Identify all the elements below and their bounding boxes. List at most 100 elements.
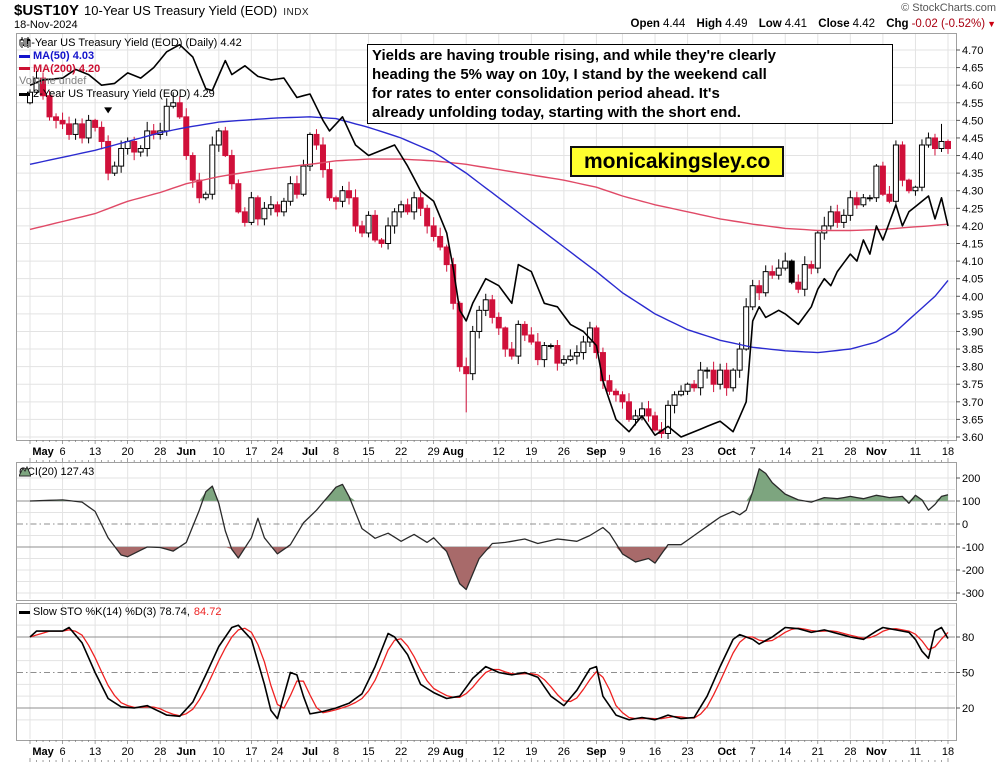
svg-text:15: 15 [362, 746, 374, 758]
svg-text:4.35: 4.35 [962, 168, 983, 180]
chg-label: Chg [886, 18, 909, 30]
svg-text:22: 22 [395, 746, 407, 758]
svg-text:12: 12 [493, 746, 505, 758]
svg-text:24: 24 [271, 446, 283, 458]
svg-text:20: 20 [122, 746, 134, 758]
svg-text:26: 26 [558, 446, 570, 458]
svg-text:9: 9 [619, 446, 625, 458]
line-icon-black [19, 93, 30, 97]
svg-text:-300: -300 [962, 588, 984, 600]
svg-text:Oct: Oct [717, 446, 736, 458]
open-label: Open [630, 18, 660, 30]
svg-text:28: 28 [154, 446, 166, 458]
legend-row-cci: CCI(20) 127.43 [19, 466, 94, 479]
legend-price-text: 10-Year US Treasury Yield (EOD) (Daily) … [19, 37, 242, 49]
volume-icon [20, 38, 31, 47]
svg-text:8: 8 [333, 746, 339, 758]
svg-text:11: 11 [910, 746, 921, 758]
line-icon-black [19, 610, 30, 614]
svg-text:4.20: 4.20 [962, 221, 983, 233]
svg-text:16: 16 [649, 746, 661, 758]
line-icon-red [19, 67, 30, 71]
svg-text:Jul: Jul [302, 746, 318, 758]
svg-text:13: 13 [89, 746, 101, 758]
svg-text:14: 14 [779, 746, 791, 758]
svg-text:4.50: 4.50 [962, 115, 983, 127]
svg-text:12: 12 [493, 446, 505, 458]
svg-text:May: May [32, 446, 54, 458]
svg-text:22: 22 [395, 446, 407, 458]
svg-text:Sep: Sep [586, 746, 606, 758]
svg-text:Oct: Oct [717, 746, 736, 758]
svg-text:May: May [32, 746, 54, 758]
chg-down-triangle-icon: ▼ [987, 19, 996, 29]
svg-text:10: 10 [213, 446, 225, 458]
svg-text:28: 28 [844, 446, 856, 458]
area-icon [19, 466, 31, 477]
svg-text:4.45: 4.45 [962, 133, 983, 145]
svg-text:3.80: 3.80 [962, 362, 983, 374]
svg-text:3.90: 3.90 [962, 326, 983, 338]
svg-text:Jun: Jun [176, 746, 196, 758]
svg-text:8: 8 [333, 446, 339, 458]
svg-text:200: 200 [962, 473, 980, 485]
svg-text:19: 19 [525, 746, 537, 758]
svg-text:16: 16 [649, 446, 661, 458]
chart-header: $UST10Y 10-Year US Treasury Yield (EOD) IN… [14, 2, 309, 20]
close-label: Close [818, 18, 850, 30]
chart-date: 18-Nov-2024 [14, 19, 78, 31]
svg-text:29: 29 [428, 746, 440, 758]
svg-text:4.65: 4.65 [962, 63, 983, 75]
high-label: High [696, 18, 723, 30]
svg-text:Jul: Jul [302, 446, 318, 458]
watermark-label: monicakingsley.co [570, 146, 785, 177]
svg-text:17: 17 [245, 746, 257, 758]
svg-text:21: 21 [812, 746, 824, 758]
legend-2y-text: 2-Year US Treasury Yield (EOD) 4.29 [33, 88, 215, 101]
legend-row-ma50: MA(50) 4.03 [19, 50, 242, 63]
svg-text:3.60: 3.60 [962, 432, 983, 444]
svg-text:3.75: 3.75 [962, 379, 983, 391]
svg-text:4.15: 4.15 [962, 239, 983, 251]
svg-text:3.70: 3.70 [962, 397, 983, 409]
svg-text:Sep: Sep [586, 446, 606, 458]
svg-text:80: 80 [962, 632, 974, 644]
svg-text:29: 29 [428, 446, 440, 458]
svg-text:21: 21 [812, 446, 824, 458]
svg-text:-200: -200 [962, 565, 984, 577]
main-legend: 10-Year US Treasury Yield (EOD) (Daily) … [19, 37, 242, 101]
svg-text:28: 28 [154, 746, 166, 758]
svg-text:4.30: 4.30 [962, 186, 983, 198]
svg-text:4.05: 4.05 [962, 274, 983, 286]
svg-text:4.60: 4.60 [962, 80, 983, 92]
legend-row-ma200: MA(200) 4.20 [19, 63, 242, 76]
svg-text:19: 19 [525, 446, 537, 458]
svg-text:6: 6 [59, 446, 65, 458]
svg-text:3.85: 3.85 [962, 344, 983, 356]
legend-ma200-text: MA(200) 4.20 [33, 62, 101, 75]
legend-row-price: 10-Year US Treasury Yield (EOD) (Daily) … [19, 37, 242, 50]
svg-text:18: 18 [942, 746, 954, 758]
svg-text:11: 11 [910, 446, 921, 458]
svg-text:24: 24 [271, 746, 283, 758]
svg-text:4.10: 4.10 [962, 256, 983, 268]
low-label: Low [758, 18, 782, 30]
svg-text:28: 28 [844, 746, 856, 758]
svg-text:7: 7 [750, 746, 756, 758]
svg-text:15: 15 [362, 446, 374, 458]
svg-text:0: 0 [962, 519, 968, 531]
exchange-label: INDX [283, 7, 310, 18]
svg-text:10: 10 [213, 746, 225, 758]
high-value: 4.49 [725, 18, 748, 30]
legend-ma50-text: MA(50) 4.03 [33, 49, 95, 62]
svg-text:20: 20 [122, 446, 134, 458]
legend-cci-text: CCI(20) 127.43 [19, 466, 95, 478]
svg-text:Aug: Aug [442, 746, 463, 758]
svg-text:17: 17 [245, 446, 257, 458]
svg-text:-100: -100 [962, 542, 984, 554]
svg-text:23: 23 [681, 446, 693, 458]
ticker-symbol: $UST10Y [14, 2, 80, 19]
chart-title: 10-Year US Treasury Yield (EOD) [84, 3, 278, 18]
legend-row-sto: Slow STO %K(14) %D(3) 78.74, 84.72 [19, 606, 221, 619]
